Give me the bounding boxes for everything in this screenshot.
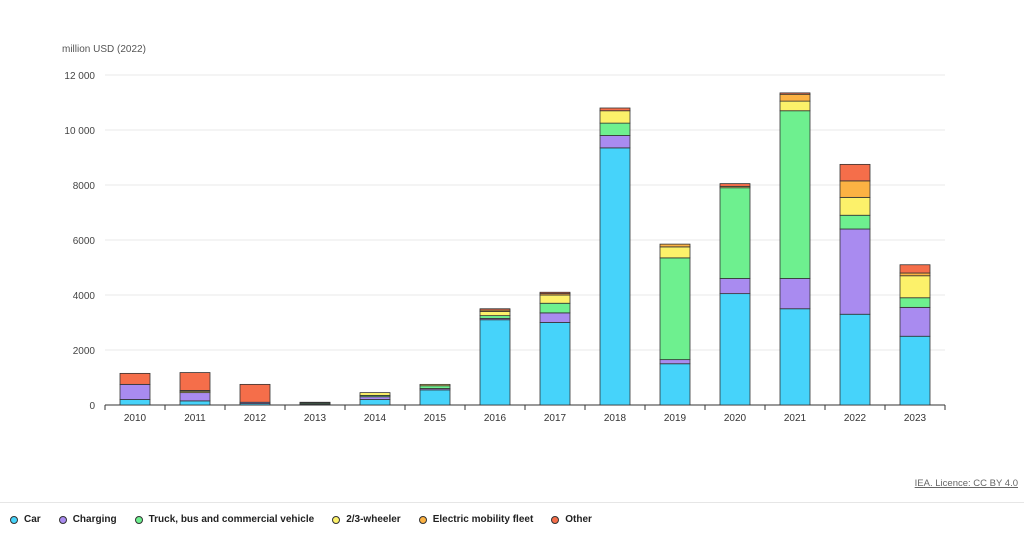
y-tick-label: 10 000 [64,126,95,137]
legend-swatch-icon [418,515,427,524]
bar-segment [299,401,331,404]
bar-segment [179,372,211,391]
bar-segment [479,308,511,311]
legend-item[interactable]: 2/3-wheeler [332,514,401,525]
legend: Car Charging Truck, bus and commercial veh… [10,514,592,525]
bar-segment [419,385,451,389]
bar-segment [779,308,811,406]
legend-label: 2/3-wheeler [346,514,401,525]
bar-segment [779,92,811,95]
y-tick-label: 8000 [73,181,96,192]
legend-swatch-icon [10,515,18,524]
legend-item[interactable]: Charging [58,514,117,525]
legend-item[interactable]: Truck, bus and commercial vehicle [134,514,315,525]
bar-segment [479,319,511,406]
x-tick-label: 2023 [904,413,927,424]
bar-segment [779,110,811,279]
legend-item[interactable]: Electric mobility fleet [418,514,534,525]
x-tick-label: 2010 [124,413,147,424]
legend-swatch-icon [134,515,143,524]
bar-segment [119,383,151,400]
legend-swatch-icon [58,515,67,524]
legend-label: Charging [72,514,117,525]
bar-segment [599,110,631,124]
bar-segment [899,272,931,277]
legend-label: Truck, bus and commercial vehicle [148,514,315,525]
legend-label: Electric mobility fleet [432,514,534,525]
bar-segment [719,183,751,187]
x-tick-label: 2015 [424,413,447,424]
legend-item[interactable]: Car [10,514,41,525]
bar-segment [839,180,871,198]
bar-segment [899,297,931,308]
x-tick-label: 2018 [604,413,627,424]
bar-segment [779,93,811,102]
bar-segment [359,392,391,396]
y-tick-label: 2000 [73,346,96,357]
x-tick-label: 2019 [664,413,687,424]
bar-segment [419,383,451,387]
y-tick-label: 4000 [73,291,96,302]
bar-segment [719,187,751,279]
x-tick-label: 2016 [484,413,507,424]
x-tick-label: 2017 [544,413,567,424]
bar-segment [899,275,931,299]
bar-segment [899,306,931,337]
bar-segment [659,363,691,406]
bar-segment [419,389,451,406]
x-tick-label: 2011 [184,413,206,424]
divider [0,502,1024,503]
y-axis-unit-label: million USD (2022) [62,44,146,55]
bar-segment [239,383,271,403]
x-tick-label: 2021 [784,413,807,424]
bar-segment [119,372,151,385]
bar-segment [779,278,811,310]
bar-segment [779,100,811,112]
y-tick-label: 6000 [73,236,96,247]
bar-segment [839,163,871,182]
bar-segment [539,294,571,304]
x-tick-label: 2012 [244,413,267,424]
bar-segment [479,315,511,319]
y-tick-label: 0 [89,401,95,412]
legend-swatch-icon [332,515,341,524]
bar-segment [719,293,751,406]
bar-segment [599,135,631,149]
bar-segment [599,147,631,406]
bar-segment [179,400,211,406]
legend-swatch-icon [551,515,560,524]
licence-link[interactable]: IEA. Licence: CC BY 4.0 [914,478,1018,489]
bar-segment [359,399,391,406]
legend-item[interactable]: Other [551,514,592,525]
bar-segment [119,399,151,406]
bar-segment [899,264,931,274]
bar-segment [719,278,751,295]
bar-segment [899,335,931,406]
y-tick-label: 12 000 [64,71,95,82]
x-tick-label: 2022 [844,413,867,424]
bar-segment [179,392,211,402]
bar-segment [839,228,871,315]
x-tick-label: 2013 [304,413,327,424]
bar-segment [479,311,511,317]
x-tick-label: 2014 [364,413,387,424]
bar-segment [659,359,691,365]
bar-segment [599,107,631,112]
bar-segment [659,246,691,259]
bar-segment [839,214,871,230]
bar-segment [839,313,871,406]
bar-segment [599,122,631,136]
bar-segment [539,291,571,295]
stacked-bar-chart: 0 2000 4000 6000 8000 10 000 12 000 2010 2011 201… [64,71,946,424]
bar-segment [359,396,391,400]
bar-segment [539,312,571,323]
bar-segment [659,257,691,361]
bar-segment [659,243,691,248]
bar-segment [839,196,871,216]
bar-segment [539,302,571,314]
bar-segment [539,322,571,406]
legend-label: Other [565,514,592,525]
legend-label: Car [24,514,41,525]
x-tick-label: 2020 [724,413,747,424]
